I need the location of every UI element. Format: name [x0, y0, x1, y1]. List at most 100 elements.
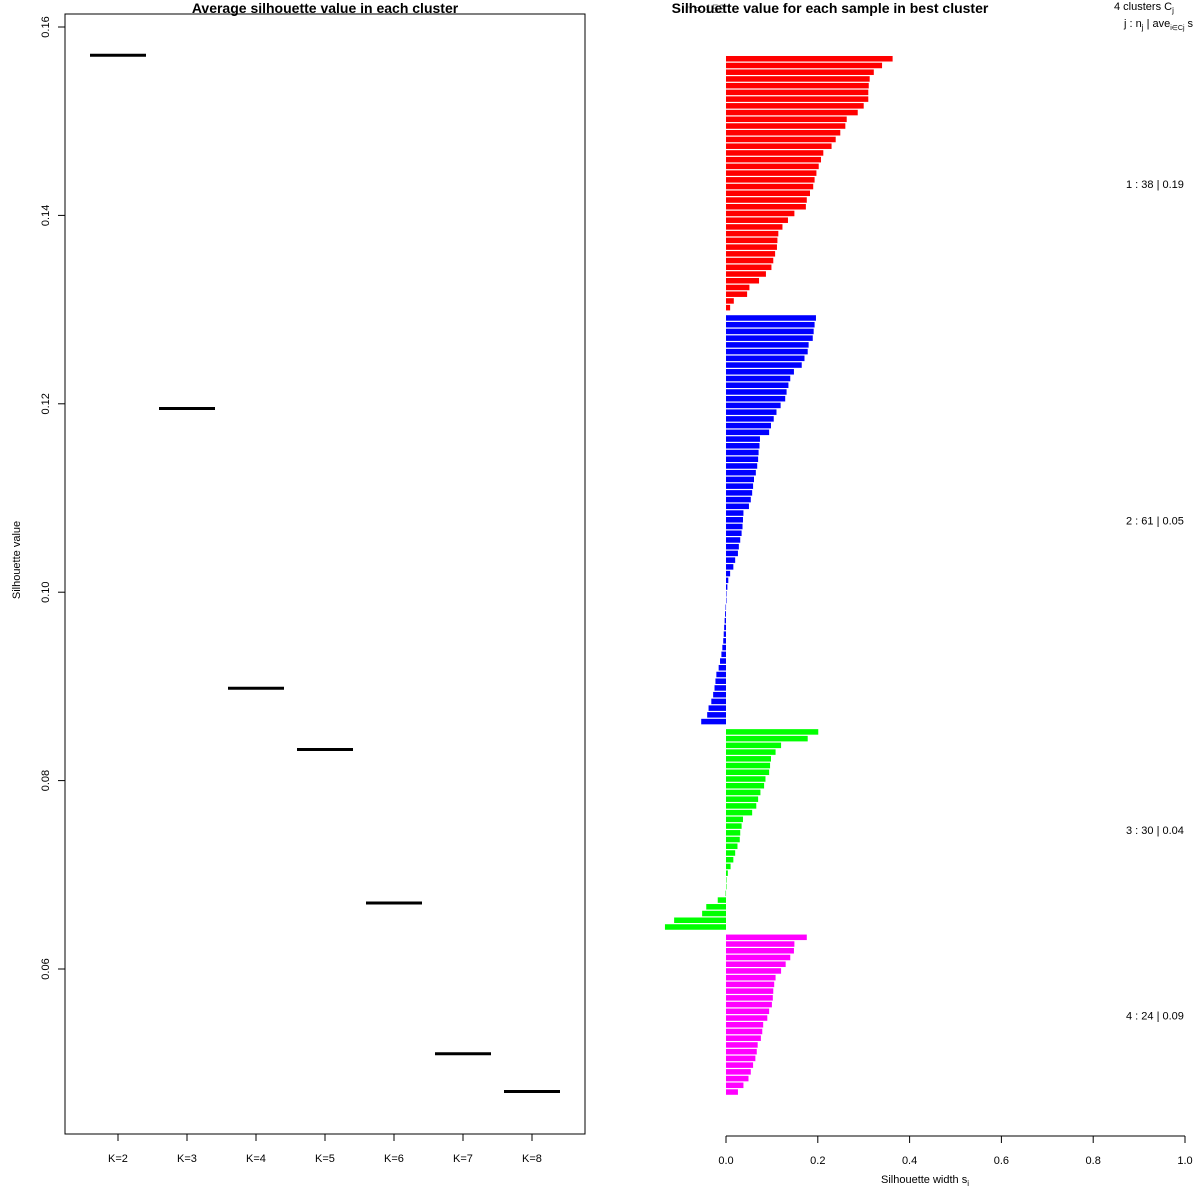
- silhouette-width-panel: Silhouette value for each sample in best…: [664, 0, 1194, 1188]
- silhouette-bar: [722, 644, 726, 651]
- silhouette-bar: [726, 109, 858, 116]
- silhouette-bar: [726, 782, 765, 789]
- silhouette-bar: [726, 257, 774, 264]
- cluster-1-bars: [726, 56, 893, 311]
- silhouette-bar: [726, 163, 819, 170]
- silhouette-bar: [726, 456, 759, 462]
- left-x-tick-label: K=3: [177, 1153, 197, 1165]
- silhouette-bar: [726, 756, 771, 762]
- silhouette-bar: [711, 698, 726, 705]
- silhouette-bar: [726, 816, 743, 823]
- silhouette-bar: [726, 230, 779, 237]
- silhouette-bar: [726, 271, 766, 277]
- silhouette-bar: [726, 355, 805, 362]
- silhouette-bar: [726, 284, 750, 291]
- silhouette-bar: [726, 76, 870, 82]
- silhouette-bar: [726, 375, 791, 382]
- silhouette-bar: [726, 103, 864, 109]
- silhouette-bar: [726, 362, 802, 368]
- silhouette-bar: [726, 1048, 757, 1055]
- silhouette-bar: [726, 584, 728, 590]
- silhouette-bar: [726, 836, 740, 843]
- silhouette-bar: [726, 210, 795, 217]
- silhouette-bar: [718, 665, 726, 671]
- silhouette-bar: [726, 177, 815, 183]
- silhouette-bar: [726, 382, 789, 389]
- silhouette-bars: [664, 56, 893, 1095]
- silhouette-bar: [726, 995, 773, 1001]
- average-silhouette-panel: Average silhouette value in each cluster…: [11, 0, 586, 1165]
- left-x-tick-label: K=2: [108, 1153, 128, 1165]
- silhouette-bar: [726, 190, 810, 197]
- silhouette-bar: [714, 685, 726, 691]
- silhouette-bar: [726, 136, 836, 143]
- silhouette-bar: [726, 1089, 738, 1095]
- left-y-tick-label: 0.06: [40, 958, 52, 979]
- silhouette-bar: [726, 1035, 761, 1041]
- silhouette-bar: [726, 1001, 772, 1008]
- silhouette-bar: [726, 503, 749, 510]
- silhouette-bar: [674, 917, 726, 924]
- silhouette-bar: [725, 611, 726, 617]
- silhouette-bar: [726, 543, 739, 550]
- silhouette-bar: [724, 617, 726, 624]
- left-y-axis: 0.06 0.08 0.10 0.12 0.14 0.16: [40, 16, 66, 980]
- right-x-tick-label: 0.2: [810, 1155, 825, 1167]
- silhouette-bar: [726, 321, 815, 328]
- left-y-tick-label: 0.14: [40, 205, 52, 226]
- silhouette-bar: [706, 904, 726, 910]
- silhouette-bar: [726, 570, 731, 577]
- silhouette-bar: [726, 116, 847, 123]
- silhouette-bar: [726, 244, 777, 250]
- silhouette-bar: [726, 537, 741, 543]
- silhouette-bar: [726, 348, 808, 355]
- silhouette-bar: [726, 742, 782, 749]
- silhouette-bar: [726, 335, 813, 341]
- cluster-2-bars: [701, 315, 816, 725]
- silhouette-bar: [726, 203, 806, 210]
- silhouette-bar: [726, 143, 832, 149]
- left-y-axis-title: Silhouette value: [11, 521, 23, 599]
- right-plot-title: Silhouette value for each sample in best…: [672, 0, 989, 16]
- silhouette-bar: [726, 735, 808, 742]
- left-y-tick-label: 0.08: [40, 770, 52, 791]
- silhouette-bar: [726, 776, 766, 782]
- silhouette-bar: [726, 129, 841, 136]
- cluster-2-label: 2 : 61 | 0.05: [1126, 515, 1184, 527]
- silhouette-bar: [726, 729, 819, 735]
- silhouette-bar: [726, 422, 771, 429]
- average-silhouette-segments: [90, 53, 560, 1093]
- silhouette-bar: [726, 389, 787, 395]
- right-x-axis: 0.0 0.2 0.4 0.6 0.8 1.0: [718, 1135, 1193, 1167]
- silhouette-bar: [726, 251, 776, 257]
- silhouette-bar: [726, 941, 795, 947]
- silhouette-bar: [726, 449, 759, 456]
- silhouette-bar: [726, 369, 794, 375]
- silhouette-bar: [726, 796, 759, 802]
- legend-header-line1: 4 clusters Cj: [1114, 1, 1174, 15]
- right-x-tick-label: 0.8: [1086, 1155, 1101, 1167]
- silhouette-bar: [726, 436, 760, 442]
- cluster-legend-header: 4 clusters Cj j : nj | avei∈Cj s: [1114, 1, 1194, 32]
- silhouette-bar: [726, 443, 760, 449]
- silhouette-bar: [726, 974, 776, 981]
- silhouette-bar: [726, 564, 734, 570]
- silhouette-bar: [726, 934, 807, 941]
- silhouette-bar: [726, 1082, 744, 1089]
- silhouette-bar: [726, 850, 736, 856]
- left-x-tick-label: K=5: [315, 1153, 335, 1165]
- silhouette-bar: [707, 712, 726, 718]
- silhouette-bar: [726, 402, 781, 409]
- left-x-tick-label: K=4: [246, 1153, 266, 1165]
- silhouette-bar: [726, 856, 734, 863]
- silhouette-bar: [726, 89, 869, 96]
- cluster-3-label: 3 : 30 | 0.04: [1126, 825, 1184, 837]
- silhouette-bar: [726, 56, 893, 62]
- silhouette-bar: [726, 1075, 749, 1082]
- silhouette-bar: [726, 809, 753, 816]
- silhouette-bar: [716, 671, 726, 678]
- silhouette-bar: [720, 658, 726, 664]
- silhouette-bar: [726, 1042, 758, 1048]
- left-y-tick-label: 0.16: [40, 16, 52, 37]
